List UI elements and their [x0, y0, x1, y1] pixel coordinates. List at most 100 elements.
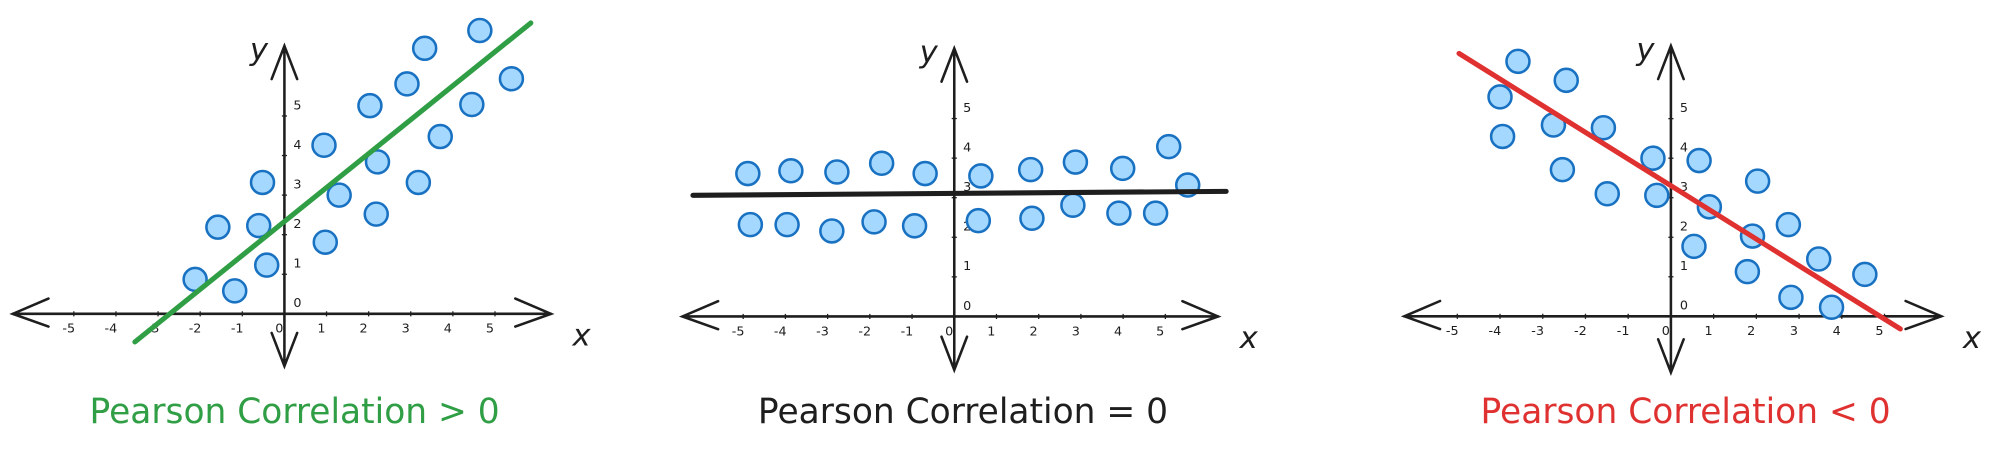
- x-tick-label: 5: [1875, 324, 1883, 339]
- y-tick-label: 4: [963, 140, 971, 155]
- data-point: [357, 92, 383, 119]
- data-point: [735, 160, 761, 187]
- x-tick-label: -4: [1489, 324, 1502, 339]
- data-point: [1734, 258, 1761, 285]
- data-point: [1062, 149, 1089, 175]
- data-point: [394, 71, 420, 97]
- y-axis-label: y: [249, 33, 269, 68]
- data-point: [411, 35, 438, 62]
- x-tick-label: 4: [1114, 324, 1122, 339]
- data-point: [326, 182, 352, 208]
- x-tick-label: 2: [359, 322, 367, 337]
- x-tick-label: 2: [1030, 324, 1038, 339]
- data-point: [1775, 211, 1802, 238]
- data-point: [245, 212, 272, 239]
- data-point: [1060, 192, 1086, 218]
- y-tick-label: 5: [293, 98, 301, 113]
- y-tick-label: 0: [1680, 299, 1688, 314]
- x-tick-label: -2: [189, 322, 202, 337]
- x-tick-label: 3: [402, 322, 410, 337]
- y-axis-label: y: [1635, 33, 1655, 68]
- caption: Pearson Correlation < 0: [1481, 392, 1891, 432]
- x-axis-label: x: [1239, 321, 1259, 356]
- y-tick-label: 0: [963, 299, 971, 314]
- data-point: [1019, 205, 1045, 232]
- data-point: [1549, 156, 1576, 183]
- trend-line: [1456, 50, 1903, 332]
- y-tick-label: 2: [1680, 220, 1688, 235]
- data-point: [1142, 200, 1169, 226]
- x-tick-label: 3: [1790, 324, 1798, 339]
- x-tick-label: -5: [62, 322, 75, 337]
- x-tick-label: 5: [486, 322, 494, 337]
- x-tick-label: -4: [104, 322, 117, 337]
- y-tick-label: 4: [1680, 140, 1688, 155]
- y-tick-label: 1: [963, 259, 971, 274]
- x-tick-label: -5: [732, 324, 745, 339]
- x-tick-label: -1: [1617, 324, 1630, 339]
- data-point: [868, 150, 895, 177]
- x-tick-label: 1: [1704, 324, 1712, 339]
- data-point: [774, 211, 800, 238]
- data-point: [1017, 156, 1044, 183]
- data-point: [824, 159, 850, 185]
- data-point: [427, 123, 454, 150]
- data-point: [1744, 168, 1771, 194]
- data-point: [912, 160, 938, 187]
- data-point: [1109, 155, 1136, 182]
- x-tick-label: 0: [275, 322, 283, 337]
- data-point: [737, 211, 764, 238]
- data-point: [1553, 67, 1580, 94]
- data-point: [1155, 133, 1182, 160]
- x-tick-label: 4: [444, 322, 452, 337]
- x-tick-label: -1: [901, 324, 914, 339]
- data-point: [1852, 261, 1878, 288]
- x-axis-label: x: [572, 318, 592, 353]
- x-tick-label: 0: [1662, 324, 1670, 339]
- x-tick-label: 0: [945, 324, 953, 339]
- data-point: [363, 201, 389, 227]
- y-tick-label: 2: [963, 220, 971, 235]
- y-axis-label: y: [919, 35, 939, 70]
- y-tick-label: 5: [1680, 101, 1688, 116]
- data-point: [861, 209, 887, 235]
- data-point: [1505, 48, 1531, 75]
- y-tick-label: 0: [293, 296, 301, 311]
- x-tick-label: -4: [774, 324, 787, 339]
- data-point: [1818, 294, 1845, 320]
- y-tick-label: 4: [293, 138, 301, 153]
- x-tick-label: 1: [317, 322, 325, 337]
- x-tick-label: -1: [231, 322, 244, 337]
- y-tick-label: 3: [293, 177, 301, 192]
- data-point: [819, 218, 845, 244]
- data-point: [498, 66, 525, 92]
- x-tick-label: 3: [1072, 324, 1080, 339]
- data-point: [312, 229, 339, 255]
- data-point: [364, 149, 391, 175]
- data-point: [459, 91, 485, 118]
- data-point: [1590, 114, 1617, 141]
- x-tick-label: -3: [1531, 324, 1544, 339]
- x-tick-label: 4: [1833, 324, 1841, 339]
- data-point: [249, 169, 276, 196]
- x-axis: [678, 299, 1222, 331]
- data-point: [968, 163, 994, 189]
- trend-line: [690, 188, 1229, 198]
- data-point: [1487, 84, 1513, 110]
- x-tick-label: -3: [816, 324, 829, 339]
- data-point: [1489, 123, 1516, 150]
- x-tick-label: -5: [1446, 324, 1459, 339]
- x-axis-label: x: [1962, 321, 1982, 356]
- data-point: [1681, 233, 1707, 260]
- data-point: [778, 158, 804, 184]
- y-tick-label: 3: [1680, 180, 1688, 195]
- x-tick-label: -2: [1574, 324, 1587, 339]
- caption: Pearson Correlation > 0: [90, 392, 500, 432]
- x-tick-label: 1: [987, 324, 995, 339]
- data-point: [205, 214, 231, 240]
- trend-line: [132, 20, 534, 345]
- data-point: [1644, 182, 1670, 209]
- x-tick-label: -2: [858, 324, 871, 339]
- data-point: [221, 278, 248, 304]
- data-point: [1594, 181, 1621, 207]
